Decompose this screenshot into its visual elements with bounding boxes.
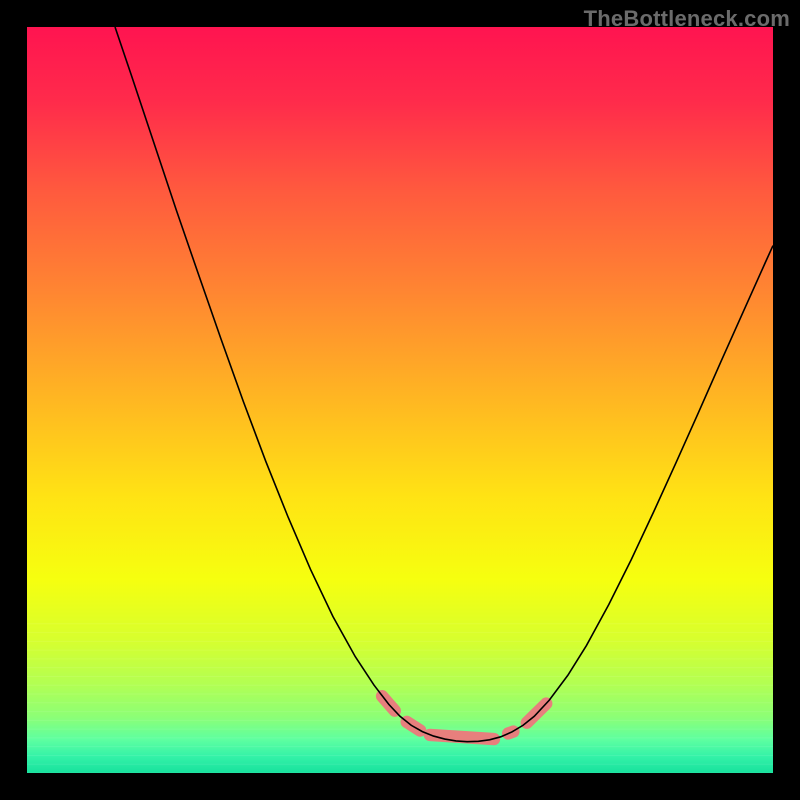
chart-svg xyxy=(27,27,773,773)
plot-area xyxy=(27,27,773,773)
watermark-text: TheBottleneck.com xyxy=(584,6,790,32)
gradient-background xyxy=(27,27,773,773)
